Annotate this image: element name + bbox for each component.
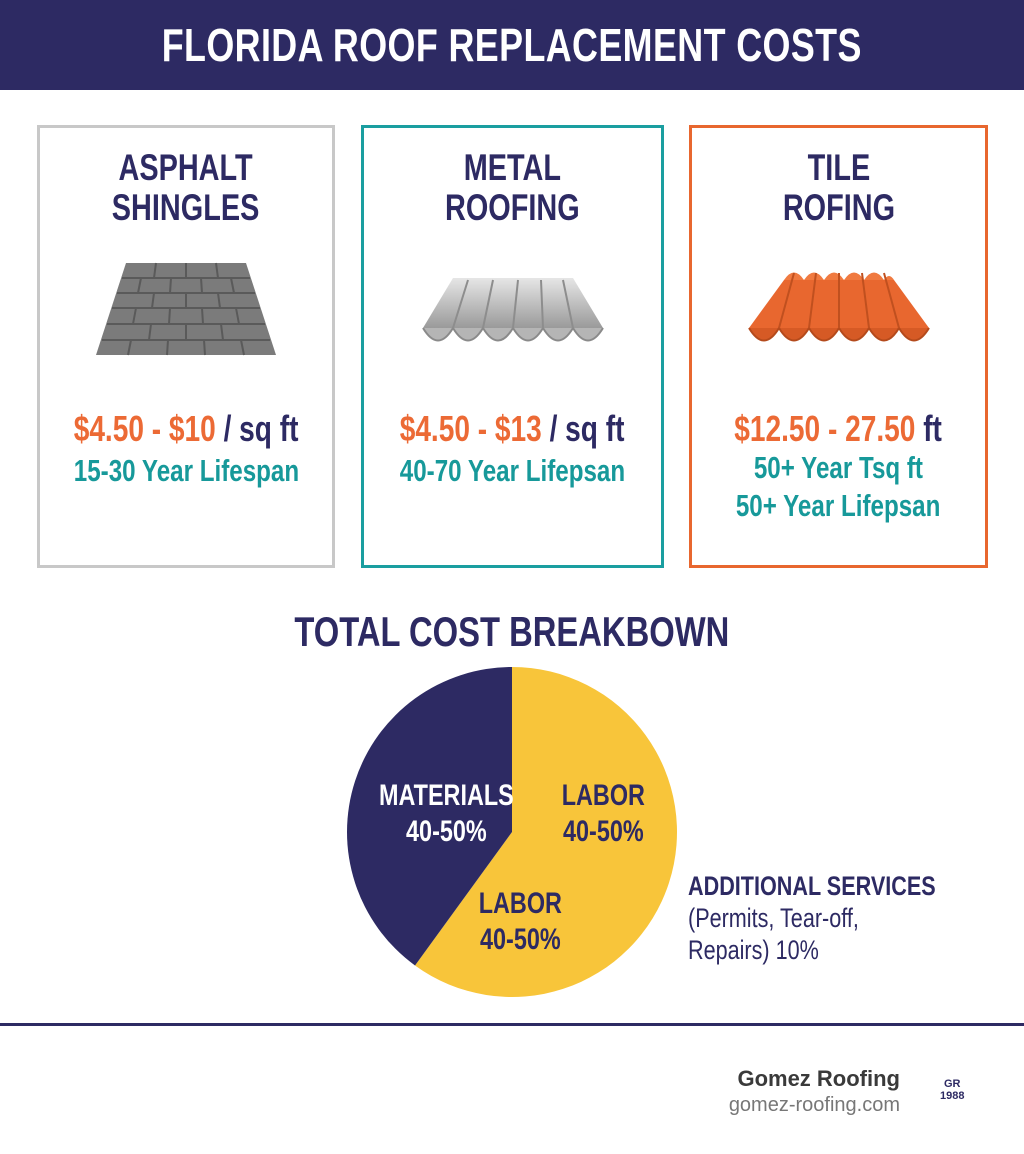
footer-divider — [0, 1023, 1024, 1026]
metal-roof-icon — [421, 278, 604, 342]
annotation-line: (Permits, Tear-off, — [688, 903, 859, 933]
pie-label-labor-2: LABOR 40-50% — [478, 887, 562, 956]
card-title: TILE ROFING — [782, 147, 895, 228]
pie-label-materials: MATERIALS 40-50% — [379, 779, 514, 848]
lifespan: 15-30 Year Lifespan — [73, 453, 299, 488]
card-title: METAL ROOFING — [445, 147, 580, 228]
tile-roof-icon — [747, 272, 930, 342]
card-tile-roofing: TILE ROFING $12.50 - 27.50 ft 50+ Year Ts… — [689, 125, 988, 568]
header-banner: FLORIDA ROOF REPLACEMENT COSTS — [0, 0, 1024, 90]
company-logo: GR 1988 — [940, 1078, 965, 1102]
pie-slice-labor — [415, 667, 677, 997]
pie-slice-materials — [347, 667, 512, 966]
additional-services-annotation: ADDITIONAL SERVICES (Permits, Tear-off, … — [688, 870, 936, 966]
card-metal-roofing: METAL ROOFING $4.50 - $13 / sq ft 40-70 Y… — [361, 125, 664, 568]
asphalt-shingles-icon — [96, 262, 276, 356]
company-name: Gomez Roofing — [737, 1066, 900, 1091]
company-url: gomez-roofing.com — [728, 1094, 900, 1116]
page-title: FLORIDA ROOF REPLACEMENT COSTS — [161, 19, 863, 71]
annotation-line: Repairs) 10% — [688, 935, 819, 965]
pie-chart — [347, 667, 677, 997]
pie-label-labor: LABOR 40-50% — [561, 779, 645, 848]
lifespan: 50+ Year Tsq ft — [753, 450, 924, 485]
annotation-heading: ADDITIONAL SERVICES — [688, 871, 936, 901]
price: $4.50 - $10 / sq ft — [73, 408, 299, 449]
price: $4.50 - $13 / sq ft — [400, 408, 625, 449]
chart-title: TOTAL COST BREAKBOWN — [294, 608, 730, 655]
card-asphalt-shingles: ASPHALT SHINGLES $4.50 - $10 / sq ft 15-3… — [37, 125, 335, 568]
lifespan: 40-70 Year Lifepsan — [399, 453, 626, 488]
card-title: ASPHALT SHINGLES — [112, 147, 260, 228]
company-info: Gomez Roofing gomez-roofing.com — [729, 1066, 900, 1117]
lifespan: 50+ Year Lifepsan — [736, 488, 941, 523]
price: $12.50 - 27.50 ft — [734, 408, 943, 449]
